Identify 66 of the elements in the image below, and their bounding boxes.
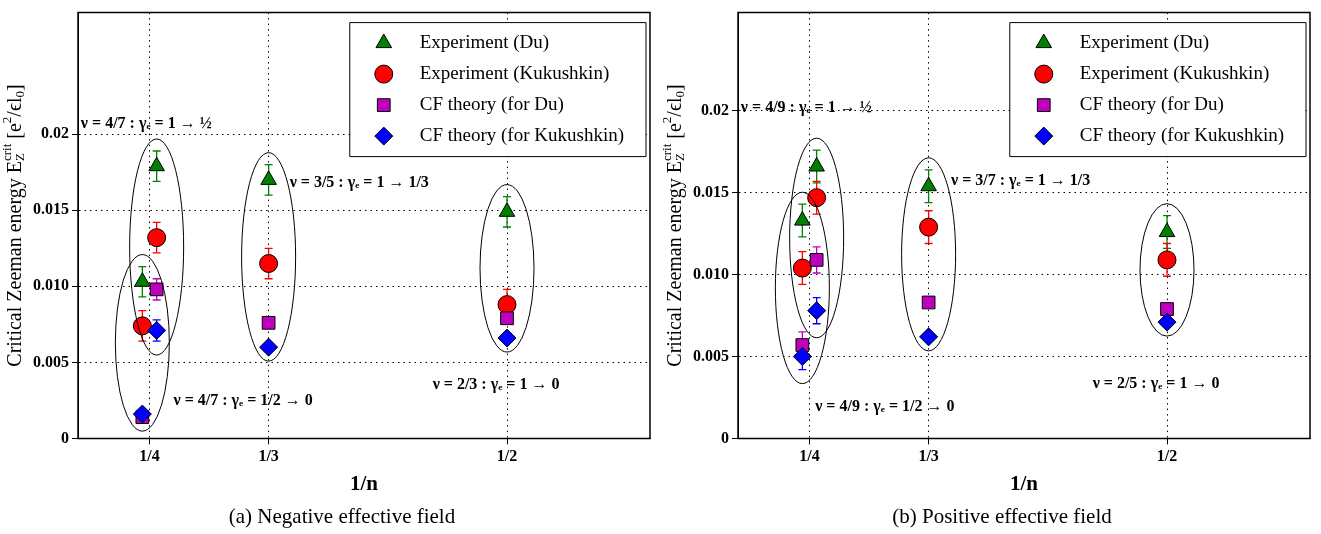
point — [1160, 302, 1174, 316]
point — [807, 301, 827, 321]
point — [792, 347, 812, 367]
annotation: ν = 2/5 : γₑ = 1 → 0 — [1091, 374, 1220, 393]
point — [500, 311, 514, 326]
point — [261, 315, 276, 330]
annotation: ν = 3/7 : γₑ = 1 → 1/3 — [950, 171, 1091, 190]
x-tick-label: 1/3 — [918, 447, 939, 465]
y-tick-label: 0 — [721, 428, 729, 446]
y-tick-label: 0.015 — [33, 200, 69, 218]
point — [260, 170, 277, 185]
point — [132, 404, 152, 424]
x-tick-label: 1/4 — [139, 447, 160, 465]
y-tick-label: 0.02 — [701, 101, 729, 118]
x-tick-label: 1/2 — [1156, 447, 1178, 465]
x-axis-title: 1/n — [349, 470, 379, 495]
legend-label: Experiment (Kukushkin) — [419, 62, 610, 85]
legend-label: Experiment (Kukushkin) — [1079, 62, 1270, 85]
legend-label: CF theory (for Du) — [1079, 93, 1224, 116]
point — [792, 258, 812, 278]
legend-label: CF theory (for Kukushkin) — [419, 124, 624, 147]
point — [920, 176, 937, 192]
y-tick-label: 0.015 — [693, 182, 729, 200]
x-tick-label: 1/4 — [799, 447, 820, 465]
point — [919, 217, 939, 237]
point — [1157, 250, 1177, 270]
y-axis-title: Critical Zeeman energy EZcrit [e2/ϵl0] — [659, 84, 688, 367]
point — [148, 156, 165, 172]
point — [147, 228, 167, 248]
point — [1157, 312, 1177, 332]
annotation: ν = 4/9 : γₑ = 1/2 → 0 — [814, 397, 955, 416]
legend-label: CF theory (for Kukushkin) — [1079, 124, 1284, 147]
x-tick-label: 1/3 — [258, 447, 279, 465]
annotation: ν = 4/7 : γₑ = 1/2 → 0 — [172, 390, 313, 409]
y-tick-label: 0.010 — [33, 276, 69, 294]
text: (b) Positive effective field — [892, 503, 1113, 528]
point — [809, 253, 824, 267]
point — [807, 188, 827, 208]
annotation: ν = 3/5 : γₑ = 1 → 1/3 — [288, 173, 429, 192]
y-tick-label: 0.02 — [41, 124, 69, 142]
y-axis-title: Critical Zeeman energy EZcrit [e2/ϵl0] — [0, 84, 28, 367]
legend-label: CF theory (for Du) — [419, 93, 564, 116]
x-tick-label: 1/2 — [496, 447, 518, 465]
point — [808, 157, 825, 172]
legend-label: Experiment (Du) — [1079, 31, 1210, 54]
point — [134, 272, 151, 287]
y-tick-label: 0 — [61, 428, 69, 446]
y-tick-label: 0.005 — [693, 346, 729, 364]
point — [259, 254, 279, 274]
text: (a) Negative effective field — [228, 503, 456, 528]
annotation: ν = 4/7 : γₑ = 1 → ½ — [79, 113, 212, 132]
annotation: ν = 4/9 : γₑ = 1 → ½ — [739, 97, 872, 116]
y-tick-label: 0.010 — [693, 264, 729, 282]
point — [147, 320, 167, 340]
point — [259, 337, 279, 357]
y-tick-label: 0.005 — [33, 352, 69, 370]
legend-label: Experiment (Du) — [419, 31, 550, 54]
x-axis-title: 1/n — [1009, 470, 1039, 495]
point — [794, 211, 811, 226]
point — [149, 282, 164, 297]
point — [498, 202, 516, 217]
point — [919, 327, 939, 347]
point — [1158, 222, 1176, 238]
point — [497, 328, 517, 348]
annotation: ν = 2/3 : γₑ = 1 → 0 — [431, 375, 560, 394]
point — [921, 295, 936, 310]
